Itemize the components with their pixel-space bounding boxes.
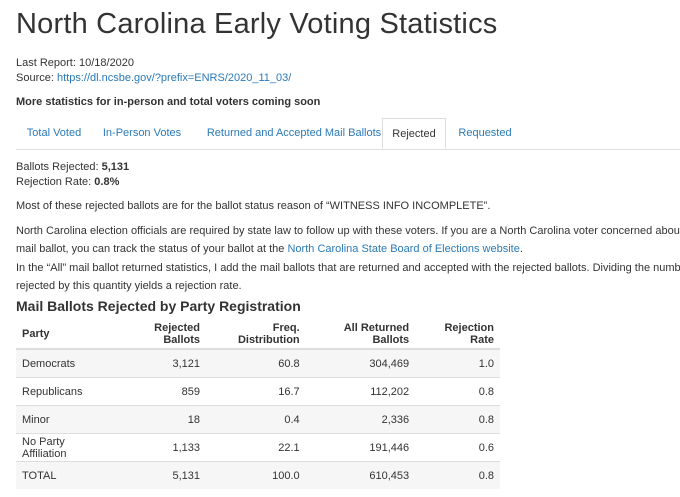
cell-rejected-ballots: 18 <box>113 405 207 434</box>
last-report-value: 10/18/2020 <box>78 57 135 69</box>
table-row: Minor 18 0.4 2,336 0.8 <box>16 405 500 434</box>
last-report: Last Report: 10/18/2020 <box>16 56 291 71</box>
cell-freq-distribution: 22.1 <box>206 433 306 462</box>
rejection-rate-label: Rejection Rate: <box>16 176 92 188</box>
ballots-rejected-value: 5,131 <box>101 161 130 173</box>
rejection-rate: Rejection Rate: 0.8% <box>16 175 129 190</box>
cell-party: Democrats <box>16 348 114 378</box>
cell-rejected-ballots: 1,133 <box>113 433 207 462</box>
ballots-rejected-label: Ballots Rejected: <box>16 161 99 173</box>
tab-rejected[interactable]: Rejected <box>382 118 446 149</box>
paragraph-witness-info: Most of these rejected ballots are for t… <box>16 200 491 212</box>
tab-returned-accepted-mail-ballots[interactable]: Returned and Accepted Mail Ballots <box>206 127 382 139</box>
cell-all-returned-ballots: 191,446 <box>305 433 416 462</box>
column-header-rejection-rate: Rejection Rate <box>415 320 500 350</box>
cell-all-returned-ballots: 2,336 <box>305 405 416 434</box>
paragraph-follow-up-line2: mail ballot, you can track the status of… <box>16 240 680 258</box>
cell-rejection-rate: 0.8 <box>415 405 500 434</box>
coming-soon-note: More statistics for in-person and total … <box>16 96 321 108</box>
paragraph-follow-up-end: . <box>519 243 523 255</box>
cell-rejection-rate: 0.8 <box>415 461 500 489</box>
cell-party: Republicans <box>16 377 114 406</box>
paragraph-follow-up: North Carolina election officials are re… <box>16 222 680 258</box>
cell-freq-distribution: 0.4 <box>206 405 306 434</box>
rejection-rate-value: 0.8% <box>94 176 120 188</box>
cell-rejection-rate: 0.6 <box>415 433 500 462</box>
cell-all-returned-ballots: 610,453 <box>305 461 416 489</box>
ballots-rejected: Ballots Rejected: 5,131 <box>16 160 129 175</box>
table-row: No Party Affiliation 1,133 22.1 191,446 … <box>16 433 500 462</box>
cell-freq-distribution: 60.8 <box>206 348 306 378</box>
table-row-total: TOTAL 5,131 100.0 610,453 0.8 <box>16 461 500 489</box>
paragraph-method-line2: rejected by this quantity yields a rejec… <box>16 280 242 292</box>
table-row: Democrats 3,121 60.8 304,469 1.0 <box>16 348 500 378</box>
source-label: Source: <box>16 72 54 84</box>
table-row: Republicans 859 16.7 112,202 0.8 <box>16 377 500 406</box>
cell-rejection-rate: 1.0 <box>415 348 500 378</box>
party-rejection-table: Party Rejected Ballots Freq. Distributio… <box>16 320 500 489</box>
paragraph-rejection-rate-method: In the “All” mail ballot returned statis… <box>16 259 680 295</box>
column-header-rejected-ballots: Rejected Ballots <box>113 320 207 350</box>
rejection-stats: Ballots Rejected: 5,131 Rejection Rate: … <box>16 160 129 190</box>
cell-rejected-ballots: 3,121 <box>113 348 207 378</box>
page-title: North Carolina Early Voting Statistics <box>16 8 498 40</box>
tab-bar: Total Voted In-Person Votes Returned and… <box>16 118 680 150</box>
table-title: Mail Ballots Rejected by Party Registrat… <box>16 298 301 314</box>
column-header-freq-distribution: Freq. Distribution <box>206 320 306 350</box>
cell-party: TOTAL <box>16 461 114 489</box>
paragraph-follow-up-text: mail ballot, you can track the status of… <box>16 243 288 255</box>
cell-all-returned-ballots: 304,469 <box>305 348 416 378</box>
paragraph-follow-up-line1: North Carolina election officials are re… <box>16 225 680 237</box>
cell-rejection-rate: 0.8 <box>415 377 500 406</box>
paragraph-method-line1: In the “All” mail ballot returned statis… <box>16 262 680 274</box>
last-report-label: Last Report: <box>16 57 76 69</box>
tab-in-person-votes[interactable]: In-Person Votes <box>102 127 182 139</box>
cell-all-returned-ballots: 112,202 <box>305 377 416 406</box>
ncsbe-website-link[interactable]: North Carolina State Board of Elections … <box>287 243 520 255</box>
source: Source: https://dl.ncsbe.gov/?prefix=ENR… <box>16 71 291 86</box>
cell-party: No Party Affiliation <box>16 433 114 462</box>
cell-freq-distribution: 16.7 <box>206 377 306 406</box>
tab-total-voted[interactable]: Total Voted <box>26 127 82 139</box>
table-header-row: Party Rejected Ballots Freq. Distributio… <box>16 320 500 350</box>
column-header-party: Party <box>16 320 114 350</box>
tab-requested[interactable]: Requested <box>458 127 512 139</box>
cell-freq-distribution: 100.0 <box>206 461 306 489</box>
source-link[interactable]: https://dl.ncsbe.gov/?prefix=ENRS/2020_1… <box>56 72 292 84</box>
report-meta: Last Report: 10/18/2020 Source: https://… <box>16 56 291 86</box>
cell-rejected-ballots: 859 <box>113 377 207 406</box>
cell-party: Minor <box>16 405 114 434</box>
column-header-all-returned-ballots: All Returned Ballots <box>305 320 416 350</box>
cell-rejected-ballots: 5,131 <box>113 461 207 489</box>
